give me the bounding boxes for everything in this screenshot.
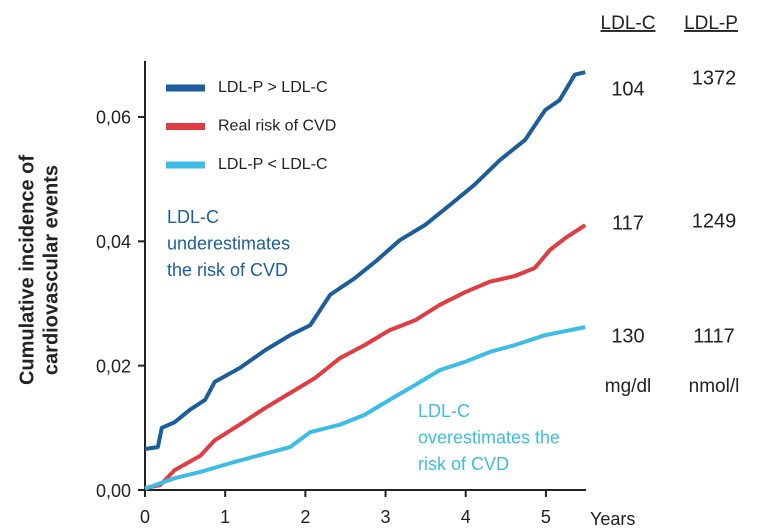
x-tick-label: 3 <box>381 507 391 527</box>
data-line <box>144 223 587 491</box>
annotation: LDL-C <box>418 401 470 421</box>
x-tick-label: 5 <box>541 507 551 527</box>
annotation: risk of CVD <box>418 454 509 474</box>
y-tick-label: 0,00 <box>96 481 131 501</box>
annotation: overestimates the <box>418 427 560 447</box>
y-tick-label: 0,06 <box>96 108 131 128</box>
table-unit: mg/dl <box>605 376 651 397</box>
table-value: 117 <box>612 212 644 234</box>
y-tick-label: 0,04 <box>96 232 131 252</box>
table-header: LDL-C <box>601 13 656 34</box>
x-tick-label: 2 <box>300 507 310 527</box>
legend-label: Real risk of CVD <box>218 118 336 135</box>
y-axis-label: cardiovascular events <box>40 165 62 375</box>
legend-label: LDL-P > LDL-C <box>218 79 328 96</box>
annotation: underestimates <box>167 233 290 253</box>
annotation: LDL-C <box>167 207 219 227</box>
x-tick-label: 0 <box>140 507 150 527</box>
data-line <box>144 70 586 451</box>
table-value: 130 <box>611 325 644 347</box>
table-header: LDL-P <box>684 13 738 34</box>
table-value: 1249 <box>692 210 737 232</box>
annotation: the risk of CVD <box>167 260 288 280</box>
data-line <box>144 325 586 491</box>
y-axis-label: Cumulative incidence of <box>16 155 38 385</box>
y-tick-label: 0,02 <box>96 356 131 376</box>
x-axis-label: Years <box>590 509 635 529</box>
table-value: 1117 <box>693 325 735 347</box>
x-tick-label: 4 <box>461 507 471 527</box>
table-value: 104 <box>611 78 644 100</box>
x-tick-label: 1 <box>220 507 230 527</box>
legend-label: LDL-P < LDL-C <box>218 156 328 173</box>
table-value: 1372 <box>692 67 737 89</box>
table-unit: nmol/l <box>689 376 740 397</box>
